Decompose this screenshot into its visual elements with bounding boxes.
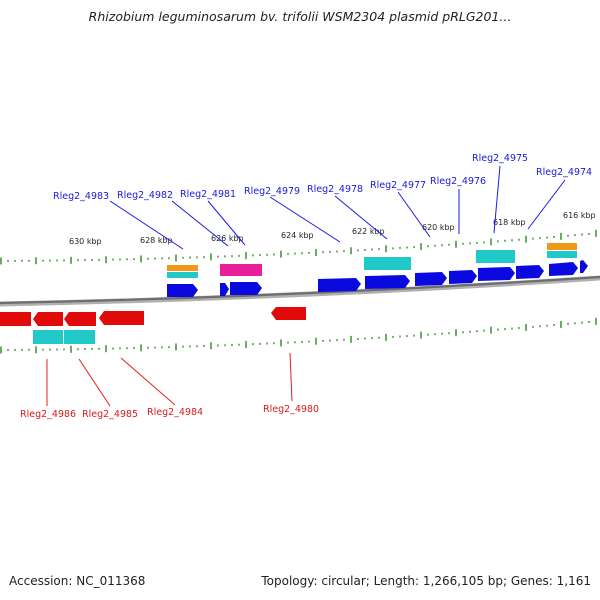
forward-gene-arrow bbox=[365, 275, 410, 289]
scale-labels: 630 kbp 628 kbp 626 kbp 624 kbp 622 kbp … bbox=[69, 211, 596, 246]
forward-gene-arrow bbox=[167, 284, 198, 297]
topology-summary: Topology: circular; Length: 1,266,105 bp… bbox=[261, 574, 591, 588]
forward-gene-labels: Rleg2_4983 Rleg2_4982 Rleg2_4981 Rleg2_4… bbox=[53, 153, 592, 202]
reverse-gene-labels: Rleg2_4986 Rleg2_4985 Rleg2_4984 Rleg2_4… bbox=[20, 404, 319, 420]
gene-label-rleg2-4981: Rleg2_4981 bbox=[180, 189, 236, 200]
genome-backbone-inner bbox=[0, 275, 600, 305]
reverse-gene-arrow bbox=[0, 312, 31, 326]
reverse-gene-arrow bbox=[99, 311, 144, 325]
forward-gene-arrow bbox=[478, 267, 515, 281]
leader-line bbox=[493, 165, 501, 234]
forward-gene-arrow bbox=[449, 270, 477, 284]
forward-gene-arrow bbox=[230, 282, 262, 295]
gene-label-rleg2-4980: Rleg2_4980 bbox=[263, 404, 319, 415]
accession-text: Accession: NC_011368 bbox=[9, 574, 146, 588]
gene-label-rleg2-4986: Rleg2_4986 bbox=[20, 409, 76, 420]
cyan-feature bbox=[64, 330, 95, 344]
cyan-feature bbox=[547, 251, 577, 258]
reverse-gene-arrow bbox=[271, 307, 306, 320]
gene-label-rleg2-4985: Rleg2_4985 bbox=[82, 409, 138, 420]
scale-label-630: 630 kbp bbox=[69, 237, 102, 246]
leader-line bbox=[527, 179, 566, 230]
leader-line bbox=[171, 200, 229, 247]
gene-label-rleg2-4974: Rleg2_4974 bbox=[536, 167, 592, 178]
leader-line bbox=[109, 200, 184, 250]
cyan-feature bbox=[364, 257, 411, 270]
leader-line bbox=[207, 200, 246, 246]
leader-line bbox=[269, 196, 341, 243]
gene-label-rleg2-4979: Rleg2_4979 bbox=[244, 186, 300, 197]
leader-line bbox=[334, 195, 388, 240]
gene-label-rleg2-4982: Rleg2_4982 bbox=[117, 190, 173, 201]
scale-label-618: 618 kbp bbox=[493, 218, 526, 227]
forward-gene-arrow bbox=[220, 283, 229, 296]
scale-label-620: 620 kbp bbox=[422, 223, 455, 232]
gene-label-rleg2-4984: Rleg2_4984 bbox=[147, 407, 203, 418]
forward-gene-arrow bbox=[580, 260, 588, 273]
scale-label-626: 626 kbp bbox=[211, 234, 244, 243]
gene-label-rleg2-4975: Rleg2_4975 bbox=[472, 153, 528, 164]
cyan-feature bbox=[33, 330, 63, 344]
forward-gene-arrow bbox=[516, 265, 544, 279]
cyan-feature bbox=[167, 272, 198, 278]
feature-boxes bbox=[33, 243, 577, 344]
forward-gene-arrow bbox=[415, 272, 447, 286]
scale-label-616: 616 kbp bbox=[563, 211, 596, 220]
magenta-feature bbox=[220, 264, 262, 276]
forward-gene-arrow bbox=[318, 278, 361, 292]
gene-label-rleg2-4977: Rleg2_4977 bbox=[370, 180, 426, 191]
leader-line bbox=[289, 352, 293, 402]
leader-line bbox=[120, 357, 176, 406]
scale-label-628: 628 kbp bbox=[140, 236, 173, 245]
reverse-leader-lines bbox=[46, 352, 293, 407]
orange-feature bbox=[167, 265, 198, 271]
reverse-genes bbox=[0, 307, 306, 326]
gene-label-rleg2-4978: Rleg2_4978 bbox=[307, 184, 363, 195]
forward-gene-arrow bbox=[549, 262, 578, 276]
scale-label-624: 624 kbp bbox=[281, 231, 314, 240]
forward-genes bbox=[167, 260, 588, 297]
leader-line bbox=[78, 358, 111, 407]
reverse-gene-arrow bbox=[33, 312, 63, 326]
forward-leader-lines bbox=[109, 165, 566, 250]
scale-label-622: 622 kbp bbox=[352, 227, 385, 236]
reverse-gene-arrow bbox=[64, 312, 96, 326]
gene-label-rleg2-4976: Rleg2_4976 bbox=[430, 176, 486, 187]
gene-label-rleg2-4983: Rleg2_4983 bbox=[53, 191, 109, 202]
tick-track-bottom bbox=[0, 317, 597, 354]
orange-feature bbox=[547, 243, 577, 250]
cyan-feature bbox=[476, 250, 515, 263]
leader-line bbox=[397, 191, 431, 238]
map-title: Rhizobium leguminosarum bv. trifolii WSM… bbox=[88, 9, 512, 24]
tick-track-top bbox=[0, 229, 597, 265]
